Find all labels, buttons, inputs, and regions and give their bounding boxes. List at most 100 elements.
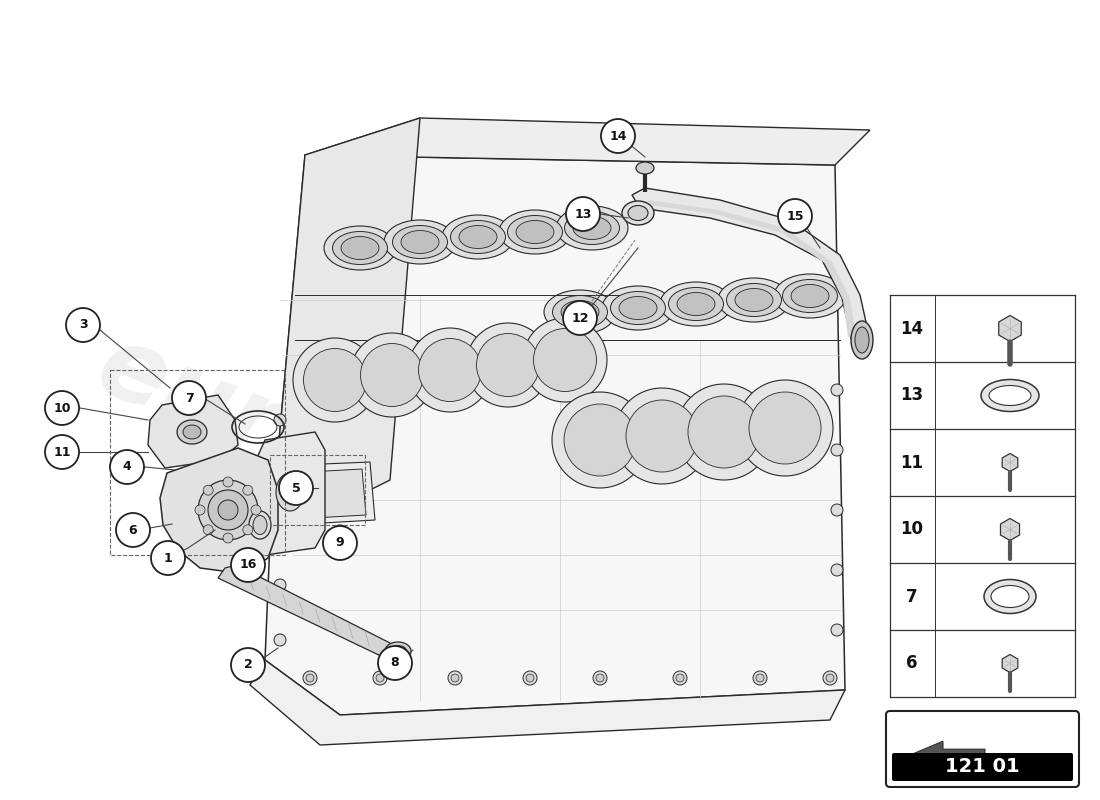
- Circle shape: [274, 579, 286, 591]
- Ellipse shape: [177, 420, 207, 444]
- Circle shape: [826, 674, 834, 682]
- Ellipse shape: [183, 425, 201, 439]
- Ellipse shape: [782, 279, 837, 313]
- Ellipse shape: [393, 226, 448, 258]
- Text: eurotcars: eurotcars: [84, 318, 620, 610]
- Text: 10: 10: [901, 521, 924, 538]
- Polygon shape: [148, 395, 238, 468]
- Ellipse shape: [774, 274, 846, 318]
- Circle shape: [830, 384, 843, 396]
- Ellipse shape: [660, 282, 732, 326]
- Ellipse shape: [249, 511, 271, 539]
- Text: 8: 8: [390, 657, 399, 670]
- Ellipse shape: [361, 343, 424, 406]
- Ellipse shape: [573, 217, 610, 239]
- Polygon shape: [648, 200, 856, 337]
- Polygon shape: [218, 565, 395, 658]
- Circle shape: [243, 525, 253, 534]
- Circle shape: [218, 500, 238, 520]
- Circle shape: [778, 199, 812, 233]
- FancyBboxPatch shape: [886, 711, 1079, 787]
- Text: 15: 15: [786, 210, 804, 222]
- Text: 14: 14: [901, 319, 924, 338]
- Polygon shape: [1002, 454, 1018, 471]
- Polygon shape: [943, 765, 989, 769]
- Text: 4: 4: [122, 461, 131, 474]
- Text: 2: 2: [243, 658, 252, 671]
- Circle shape: [376, 674, 384, 682]
- Text: 10: 10: [53, 402, 70, 414]
- Circle shape: [243, 486, 253, 495]
- Circle shape: [823, 671, 837, 685]
- Circle shape: [378, 646, 412, 680]
- Ellipse shape: [737, 380, 833, 476]
- Ellipse shape: [718, 278, 790, 322]
- Ellipse shape: [619, 297, 657, 319]
- Ellipse shape: [564, 211, 619, 245]
- Ellipse shape: [253, 515, 267, 534]
- Ellipse shape: [442, 215, 514, 259]
- Text: 11: 11: [53, 446, 70, 458]
- Ellipse shape: [688, 396, 760, 468]
- Ellipse shape: [350, 333, 434, 417]
- Circle shape: [830, 444, 843, 456]
- Ellipse shape: [499, 210, 571, 254]
- Ellipse shape: [991, 586, 1028, 607]
- Circle shape: [306, 674, 313, 682]
- Ellipse shape: [332, 231, 387, 265]
- Circle shape: [231, 648, 265, 682]
- Circle shape: [526, 674, 534, 682]
- Circle shape: [332, 525, 348, 541]
- Circle shape: [195, 505, 205, 515]
- Text: 11: 11: [901, 454, 924, 471]
- Circle shape: [110, 450, 144, 484]
- Polygon shape: [308, 469, 366, 518]
- Circle shape: [274, 524, 286, 536]
- Ellipse shape: [602, 286, 674, 330]
- Ellipse shape: [669, 287, 724, 321]
- Ellipse shape: [564, 404, 636, 476]
- Circle shape: [274, 634, 286, 646]
- Ellipse shape: [735, 289, 773, 311]
- Circle shape: [45, 391, 79, 425]
- Ellipse shape: [418, 338, 482, 402]
- Ellipse shape: [614, 388, 710, 484]
- Ellipse shape: [476, 334, 539, 397]
- Ellipse shape: [989, 386, 1031, 406]
- Text: 5: 5: [292, 482, 300, 494]
- Ellipse shape: [466, 323, 550, 407]
- Circle shape: [754, 671, 767, 685]
- Circle shape: [204, 525, 213, 534]
- Polygon shape: [1002, 654, 1018, 673]
- Circle shape: [45, 435, 79, 469]
- Polygon shape: [160, 448, 278, 572]
- Text: 7: 7: [185, 391, 194, 405]
- Ellipse shape: [981, 379, 1040, 411]
- Ellipse shape: [621, 201, 654, 225]
- Circle shape: [676, 674, 684, 682]
- Ellipse shape: [626, 400, 698, 472]
- Circle shape: [323, 526, 358, 560]
- Circle shape: [208, 490, 248, 530]
- Circle shape: [593, 671, 607, 685]
- Polygon shape: [300, 462, 375, 524]
- Ellipse shape: [402, 230, 439, 254]
- Ellipse shape: [984, 579, 1036, 614]
- Ellipse shape: [516, 221, 554, 243]
- Circle shape: [172, 381, 206, 415]
- Ellipse shape: [610, 291, 665, 325]
- Text: 16: 16: [240, 558, 256, 571]
- Text: 1: 1: [164, 551, 173, 565]
- Ellipse shape: [636, 162, 654, 174]
- Ellipse shape: [341, 237, 380, 259]
- Circle shape: [830, 504, 843, 516]
- Circle shape: [231, 548, 265, 582]
- FancyBboxPatch shape: [892, 753, 1072, 781]
- Text: 3: 3: [79, 318, 87, 331]
- Polygon shape: [999, 315, 1021, 342]
- Polygon shape: [256, 432, 324, 555]
- Circle shape: [66, 308, 100, 342]
- Ellipse shape: [552, 392, 648, 488]
- Circle shape: [336, 529, 344, 537]
- Ellipse shape: [384, 220, 456, 264]
